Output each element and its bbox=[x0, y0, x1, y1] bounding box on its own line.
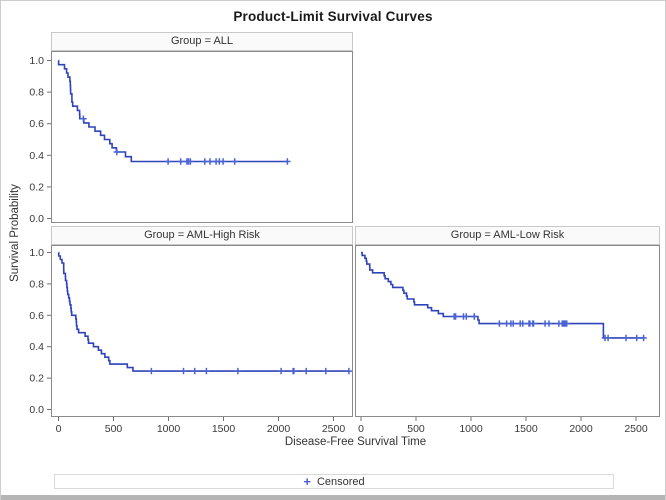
panel-header-aml-high: Group = AML-High Risk bbox=[51, 226, 353, 245]
y-axis-title: Survival Probability bbox=[9, 184, 21, 282]
y-tick-label: 0.6 bbox=[29, 310, 44, 322]
y-tick-label: 1.0 bbox=[29, 247, 44, 259]
x-tick-label: 2000 bbox=[569, 423, 593, 435]
x-tick-label: 500 bbox=[105, 423, 123, 435]
legend: + Censored bbox=[54, 474, 614, 489]
plot-area-aml-high bbox=[51, 245, 353, 417]
x-tick-label: 0 bbox=[358, 423, 364, 435]
y-tick-label: 0.6 bbox=[29, 118, 44, 130]
panel-header-aml-low: Group = AML-Low Risk bbox=[355, 226, 660, 245]
x-tick-label: 1500 bbox=[212, 423, 236, 435]
y-tick-label: 0.4 bbox=[29, 341, 44, 353]
x-tick-label: 1000 bbox=[157, 423, 181, 435]
plot-area-aml-low bbox=[355, 245, 660, 417]
x-tick-label: 2000 bbox=[267, 423, 291, 435]
y-tick-label: 1.0 bbox=[29, 55, 44, 67]
y-tick-label: 0.0 bbox=[29, 404, 44, 416]
y-tick-label: 0.8 bbox=[29, 87, 44, 99]
x-tick-label: 1500 bbox=[514, 423, 538, 435]
y-tick-label: 0.2 bbox=[29, 181, 44, 193]
y-tick-label: 0.2 bbox=[29, 373, 44, 385]
x-tick-label: 2500 bbox=[624, 423, 648, 435]
x-tick-label: 2500 bbox=[322, 423, 346, 435]
y-tick-label: 0.8 bbox=[29, 278, 44, 290]
panel-header-all: Group = ALL bbox=[51, 32, 353, 51]
x-tick-label: 500 bbox=[407, 423, 425, 435]
plot-area-all bbox=[51, 51, 353, 223]
x-tick-label: 1000 bbox=[459, 423, 483, 435]
y-tick-label: 0.4 bbox=[29, 150, 44, 162]
censored-plus-icon: + bbox=[303, 473, 311, 489]
bottom-border-bar bbox=[1, 495, 665, 500]
x-tick-label: 0 bbox=[56, 423, 62, 435]
x-axis-title: Disease-Free Survival Time bbox=[284, 436, 427, 448]
legend-label: Censored bbox=[316, 475, 365, 488]
y-tick-label: 0.0 bbox=[29, 213, 44, 225]
chart-title: Product-Limit Survival Curves bbox=[233, 9, 433, 24]
